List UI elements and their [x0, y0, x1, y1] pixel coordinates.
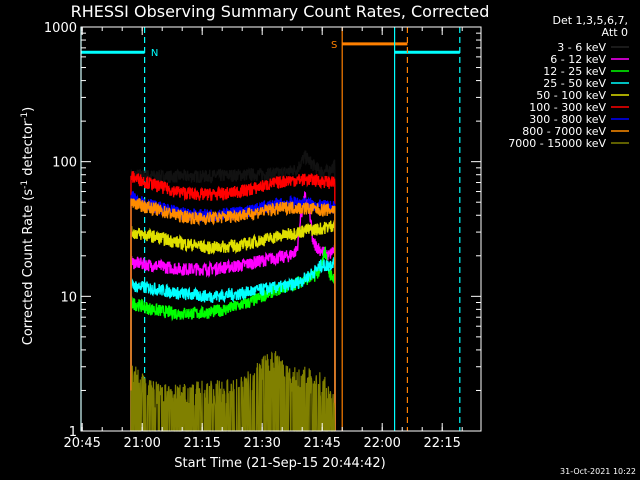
x-tick-label: 20:45	[63, 436, 100, 451]
y-axis-label: Corrected Count Rate (s-1 detector-1)	[20, 107, 36, 345]
legend-label-4: 50 - 100 keV	[536, 89, 606, 102]
series-line-1	[130, 190, 336, 432]
legend-label-0: 3 - 6 keV	[557, 41, 606, 54]
x-tick-label: 21:00	[123, 436, 160, 451]
legend-label-8: 7000 - 15000 keV	[508, 137, 606, 150]
y-tick-label: 100	[52, 156, 77, 171]
legend-header-line-2: Att 0	[602, 26, 628, 39]
series-line-7	[130, 197, 336, 432]
x-axis: 20:45 21:00 21:15 21:30 21:45 22:00 22:15	[63, 27, 463, 451]
series-line-8	[130, 351, 336, 432]
chart-title: RHESSI Observing Summary Count Rates, Co…	[71, 2, 490, 21]
flag-label-N: N	[151, 48, 158, 59]
x-tick-label: 21:45	[303, 436, 340, 451]
series-line-5	[130, 171, 336, 432]
y-tick-label: 10	[60, 290, 77, 305]
x-tick-label: 22:00	[363, 436, 400, 451]
x-axis-label: Start Time (21-Sep-15 20:44:42)	[174, 456, 385, 471]
x-tick-label: 21:30	[243, 436, 280, 451]
legend-label-6: 300 - 800 keV	[529, 113, 606, 126]
legend-label-7: 800 - 7000 keV	[522, 125, 606, 138]
series-line-3	[130, 257, 336, 432]
flag-label-S: S	[331, 40, 337, 51]
x-tick-label: 21:15	[183, 436, 220, 451]
legend-label-1: 6 - 12 keV	[550, 53, 606, 66]
legend-header-line-1: Det 1,3,5,6,7,	[552, 14, 628, 27]
y-tick-label: 1000	[44, 21, 77, 36]
y-axis: 1 10 100 1000	[44, 21, 481, 440]
x-tick-label: 22:15	[423, 436, 460, 451]
footer-date-stamp: 31-Oct-2021 10:22	[560, 467, 636, 476]
plot-frame	[80, 26, 482, 432]
y-tick-label: 1	[69, 425, 77, 440]
flag-bars: NS	[81, 40, 460, 59]
series-line-4	[130, 220, 336, 432]
legend-label-3: 25 - 50 keV	[543, 77, 606, 90]
legend-label-5: 100 - 300 keV	[529, 101, 606, 114]
legend-label-2: 12 - 25 keV	[543, 65, 606, 78]
series-layer	[130, 150, 336, 432]
